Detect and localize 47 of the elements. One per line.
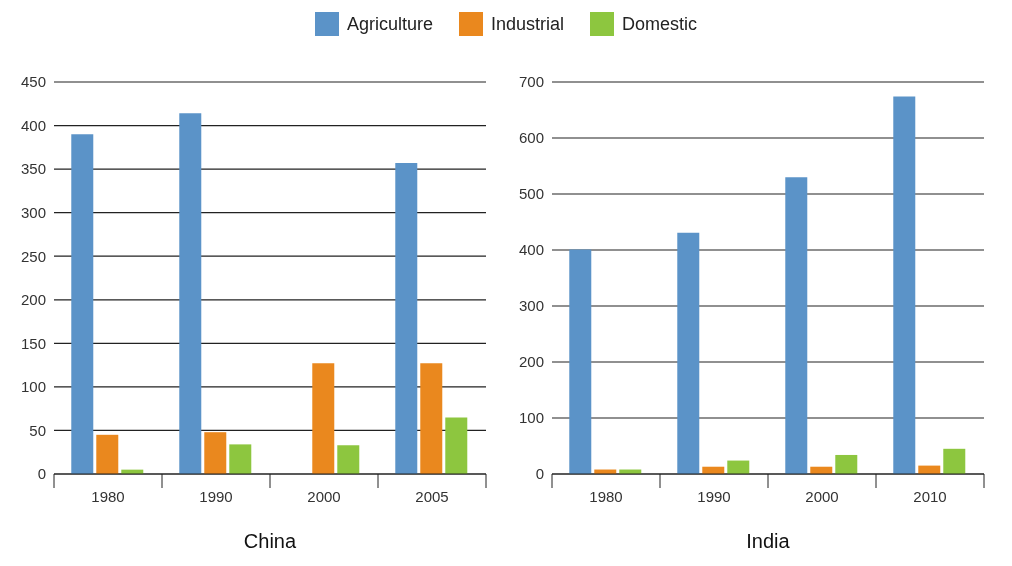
x-tick-label: 2000: [805, 488, 839, 505]
bar: [312, 363, 335, 474]
bar: [395, 163, 418, 474]
bar: [179, 113, 202, 474]
y-tick-label: 400: [518, 241, 544, 259]
bar: [943, 448, 966, 474]
bar: [835, 454, 858, 474]
x-tick-label: 2000: [307, 488, 341, 505]
bar: [420, 363, 443, 474]
y-tick-label: 300: [20, 203, 46, 221]
y-tick-label: 450: [20, 73, 46, 91]
y-tick-label: 50: [29, 421, 46, 439]
x-tick-label: 1980: [91, 488, 125, 505]
x-axis-title: China: [242, 530, 298, 553]
y-tick-label: 300: [518, 297, 544, 315]
y-tick-label: 250: [20, 247, 46, 265]
y-tick-label: 0: [37, 465, 46, 483]
y-tick-label: 400: [20, 116, 46, 134]
y-tick-label: 200: [20, 291, 46, 309]
bar: [204, 432, 227, 474]
x-tick-label: 2005: [415, 488, 449, 505]
bar: [893, 96, 916, 474]
legend-label: Agriculture: [346, 13, 433, 35]
x-tick-label: 1990: [199, 488, 233, 505]
x-tick-label: 1980: [589, 488, 623, 505]
x-tick-label: 1990: [697, 488, 731, 505]
bar: [445, 417, 468, 474]
bar: [229, 444, 252, 474]
x-axis-title: India: [745, 530, 791, 553]
y-tick-label: 600: [518, 129, 544, 147]
bar: [569, 249, 592, 474]
bar: [96, 434, 119, 474]
y-tick-label: 350: [20, 160, 46, 178]
bar: [71, 134, 94, 474]
y-tick-label: 700: [518, 73, 544, 91]
y-tick-label: 150: [20, 334, 46, 352]
y-tick-label: 100: [518, 409, 544, 427]
bar: [337, 445, 360, 474]
bar: [785, 177, 808, 474]
legend-label: Industrial: [490, 13, 565, 35]
y-tick-label: 0: [535, 465, 544, 483]
y-tick-label: 500: [518, 185, 544, 203]
y-tick-label: 200: [518, 353, 544, 371]
legend-label: Domestic: [622, 13, 698, 35]
x-tick-label: 2010: [913, 488, 947, 505]
bar: [677, 232, 700, 474]
y-tick-label: 100: [20, 378, 46, 396]
